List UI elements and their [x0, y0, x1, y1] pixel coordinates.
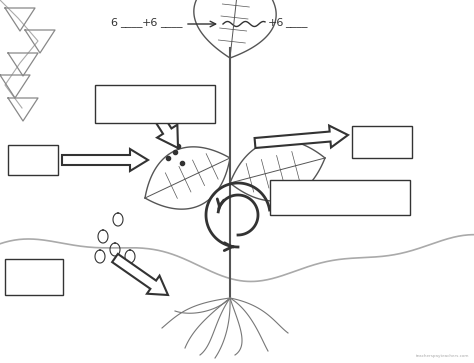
- FancyArrow shape: [144, 98, 178, 148]
- Bar: [270, 180, 410, 215]
- Text: +6: +6: [268, 18, 284, 28]
- Text: ____: ____: [160, 18, 182, 28]
- Bar: [352, 126, 412, 158]
- Text: 6: 6: [110, 18, 117, 28]
- Text: ____: ____: [120, 18, 143, 28]
- Bar: [95, 85, 215, 123]
- Text: teacherspayteachers.com: teacherspayteachers.com: [416, 354, 469, 358]
- Bar: [8, 145, 58, 175]
- Text: ____: ____: [285, 18, 308, 28]
- Bar: [5, 259, 63, 295]
- FancyArrow shape: [255, 126, 348, 148]
- FancyArrow shape: [62, 149, 148, 171]
- Text: +6: +6: [142, 18, 158, 28]
- FancyArrow shape: [112, 254, 168, 295]
